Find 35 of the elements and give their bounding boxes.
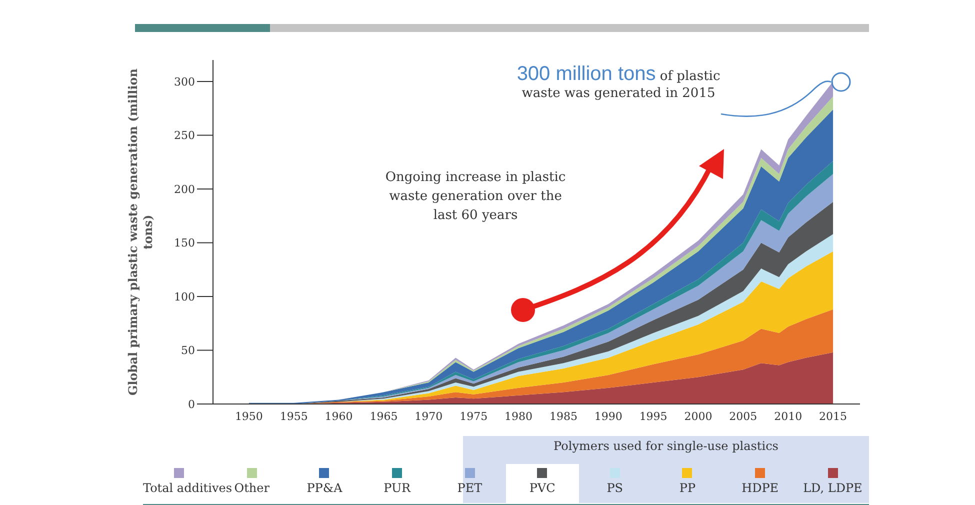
y-tick-label: 250 bbox=[174, 129, 195, 142]
x-tick-label: 1995 bbox=[639, 410, 668, 423]
x-tick-label: 1990 bbox=[594, 410, 622, 423]
x-tick-label: 1975 bbox=[460, 410, 488, 423]
x-tick-label: 1985 bbox=[549, 410, 578, 423]
y-axis-title: Global primary plastic waste generation (million tons) bbox=[126, 67, 156, 398]
y-tick-label: 150 bbox=[174, 236, 195, 250]
legend-label: Total additives bbox=[143, 481, 232, 495]
x-tick-label: 2010 bbox=[774, 410, 802, 423]
legend-label: HDPE bbox=[740, 481, 780, 495]
x-tick-label: 2015 bbox=[819, 410, 848, 423]
x-tick-label: 1980 bbox=[504, 410, 533, 423]
x-tick-label: 1965 bbox=[370, 410, 398, 423]
annotation: Ongoing increase in plastic waste generation over the last 60 years bbox=[384, 169, 567, 225]
x-tick-label: 1955 bbox=[280, 410, 308, 423]
y-tick-label: 200 bbox=[174, 182, 195, 196]
legend-title: Polymers used for single-use plastics bbox=[552, 439, 780, 453]
legend-label: Other bbox=[234, 481, 270, 495]
x-tick-label: 2005 bbox=[729, 410, 758, 423]
legend-label: PS bbox=[606, 481, 624, 495]
x-tick-label: 1950 bbox=[234, 410, 263, 423]
y-tick-label: 0 bbox=[188, 398, 195, 411]
x-tick-label: 1970 bbox=[414, 410, 443, 423]
legend-label: PVC bbox=[528, 481, 556, 495]
x-tick-label: 1960 bbox=[324, 410, 353, 423]
y-tick-label: 300 bbox=[174, 75, 195, 88]
legend-label: PP&A bbox=[306, 481, 344, 495]
y-tick-label: 50 bbox=[181, 344, 195, 358]
annotation: 300 million tons of plastic waste was generated in 2015 bbox=[516, 63, 722, 102]
y-tick-label: 100 bbox=[174, 290, 195, 304]
legend-label: PUR bbox=[382, 481, 412, 495]
legend-label: PP bbox=[678, 481, 697, 495]
x-tick-label: 2000 bbox=[684, 410, 712, 423]
legend-label: LD, LDPE bbox=[802, 481, 864, 495]
legend-label: PET bbox=[456, 481, 484, 495]
